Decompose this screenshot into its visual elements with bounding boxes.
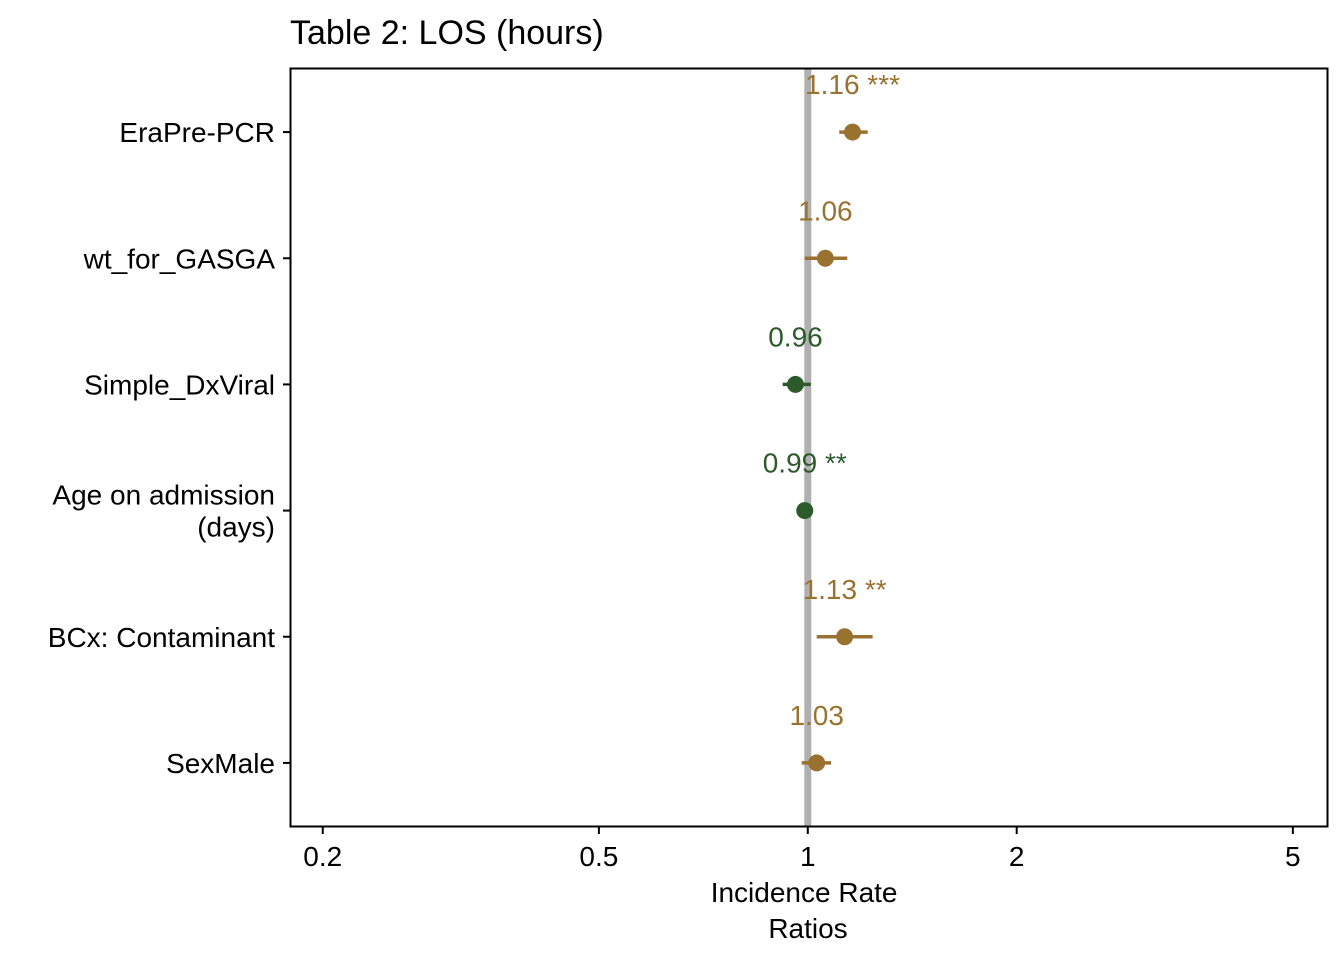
- value-label: 1.03: [789, 700, 844, 731]
- category-label-line: wt_for_GASGA: [83, 243, 276, 274]
- x-axis-label: Incidence Rate Ratios: [711, 877, 906, 944]
- category-label-line: SexMale: [166, 748, 275, 779]
- chart-title: Table 2: LOS (hours): [290, 14, 604, 52]
- estimate-point: [844, 123, 862, 141]
- x-tick-label: 5: [1285, 841, 1301, 872]
- category-label: Age on admission (days): [52, 480, 275, 543]
- value-label: 0.96: [768, 321, 823, 352]
- term-1: 1.06: [798, 195, 853, 267]
- category-label: Simple_DxViral: [84, 369, 275, 400]
- category-label-line: EraPre-PCR: [119, 117, 275, 148]
- category-label-line: BCx: Contaminant: [48, 622, 275, 653]
- category-label-line: Simple_DxViral: [84, 369, 275, 400]
- plot-marks: 1.16 *** 1.06 0.96 0.99 ** 1.13 ** 1.03: [763, 69, 900, 772]
- plot-panel: [289, 67, 1329, 828]
- estimate-point: [836, 628, 854, 646]
- x-tick-label: 0.2: [303, 841, 342, 872]
- category-label-line: Age on admission: [52, 480, 275, 511]
- term-4: 1.13 **: [803, 574, 887, 646]
- category-label-line: (days): [197, 512, 275, 543]
- term-2: 0.96: [768, 321, 823, 393]
- term-0: 1.16 ***: [805, 69, 900, 141]
- value-label: 1.16 ***: [805, 69, 900, 100]
- x-tick-label: 2: [1009, 841, 1025, 872]
- category-label: wt_for_GASGA: [83, 243, 276, 274]
- estimate-point: [796, 502, 814, 520]
- y-axis: EraPre-PCR wt_for_GASGA Simple_DxViral Age …: [48, 117, 291, 779]
- x-axis-label-line-1: Incidence Rate: [711, 877, 898, 908]
- term-3: 0.99 **: [763, 448, 847, 520]
- category-label: BCx: Contaminant: [48, 622, 275, 653]
- value-label: 1.06: [798, 195, 853, 226]
- estimate-point: [816, 249, 834, 267]
- value-label: 0.99 **: [763, 448, 847, 479]
- category-label: EraPre-PCR: [119, 117, 275, 148]
- category-label: SexMale: [166, 748, 275, 779]
- value-label: 1.13 **: [803, 574, 887, 605]
- x-tick-label: 1: [800, 841, 816, 872]
- x-axis-label-line-2: Ratios: [768, 913, 847, 944]
- estimate-point: [786, 375, 804, 393]
- estimate-point: [808, 754, 826, 772]
- x-tick-label: 0.5: [579, 841, 618, 872]
- term-5: 1.03: [789, 700, 844, 772]
- x-axis: 0.2 0.5 1 2 5: [303, 826, 1301, 872]
